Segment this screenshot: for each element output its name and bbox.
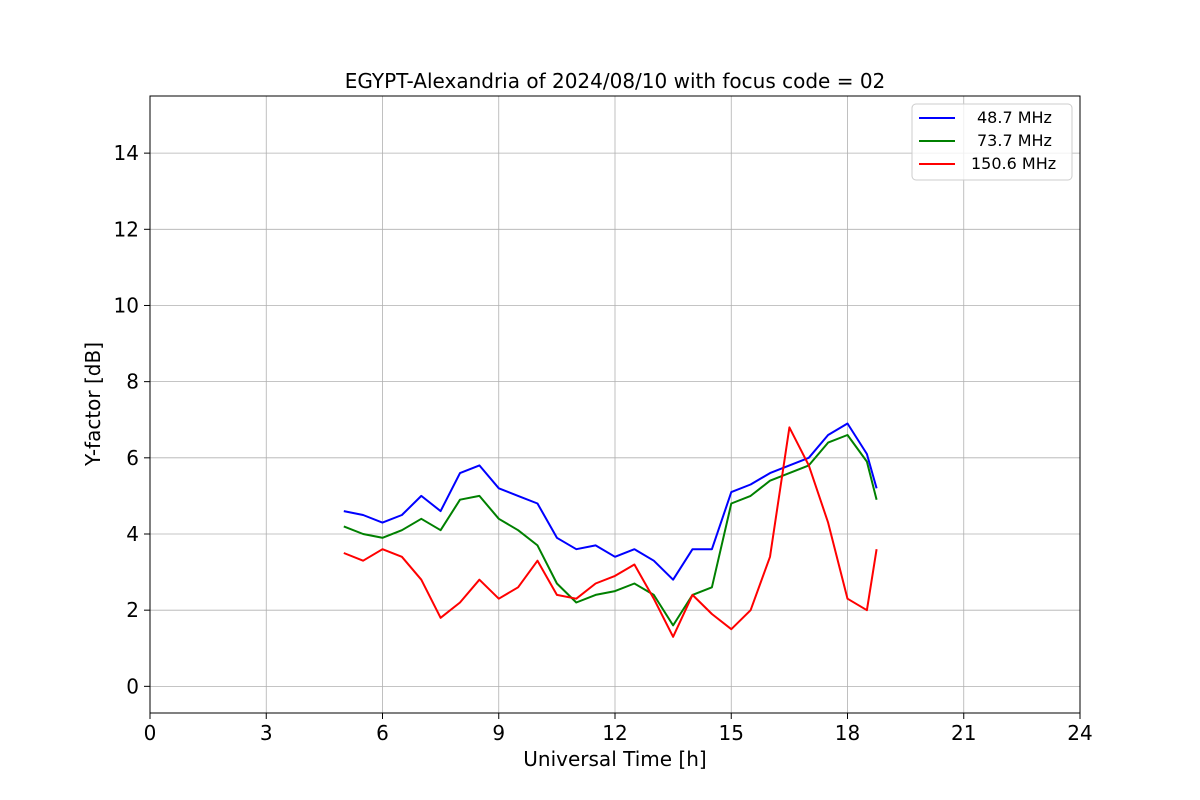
y-tick-label: 4 (126, 522, 139, 546)
legend-label-48-7: 48.7 MHz (977, 108, 1052, 127)
x-tick-label: 6 (376, 721, 389, 745)
x-tick-label: 21 (951, 721, 976, 745)
y-axis-label: Y-factor [dB] (81, 342, 105, 467)
chart-title: EGYPT-Alexandria of 2024/08/10 with focu… (345, 69, 886, 93)
legend-box (911, 103, 1073, 181)
y-tick-label: 10 (114, 293, 139, 317)
series-line-73-7-mhz (343, 434, 878, 627)
x-tick-label: 18 (835, 721, 860, 745)
series-layer (343, 422, 878, 638)
y-tick-label: 2 (126, 598, 139, 622)
x-tick-label: 24 (1067, 721, 1092, 745)
x-axis-label: Universal Time [h] (523, 747, 706, 771)
y-tick-label: 8 (126, 370, 139, 394)
legend: 48.7 MHz 73.7 MHz 150.6 MHz (911, 103, 1073, 181)
x-axis-ticks: 0 3 6 9 12 15 18 21 24 (144, 713, 1093, 745)
legend-label-73-7: 73.7 MHz (977, 131, 1052, 150)
series-line-150-6-mhz (343, 426, 878, 638)
x-tick-label: 3 (260, 721, 273, 745)
y-axis-ticks: 0 2 4 6 8 10 12 14 (114, 141, 150, 698)
y-tick-label: 6 (126, 446, 139, 470)
x-tick-label: 9 (492, 721, 505, 745)
x-tick-label: 15 (719, 721, 744, 745)
legend-label-150-6: 150.6 MHz (971, 154, 1056, 173)
y-tick-label: 0 (126, 674, 139, 698)
series-line-48-7-mhz (343, 422, 878, 581)
y-tick-label: 14 (114, 141, 139, 165)
x-tick-label: 12 (602, 721, 627, 745)
x-tick-label: 0 (144, 721, 157, 745)
y-tick-label: 12 (114, 217, 139, 241)
